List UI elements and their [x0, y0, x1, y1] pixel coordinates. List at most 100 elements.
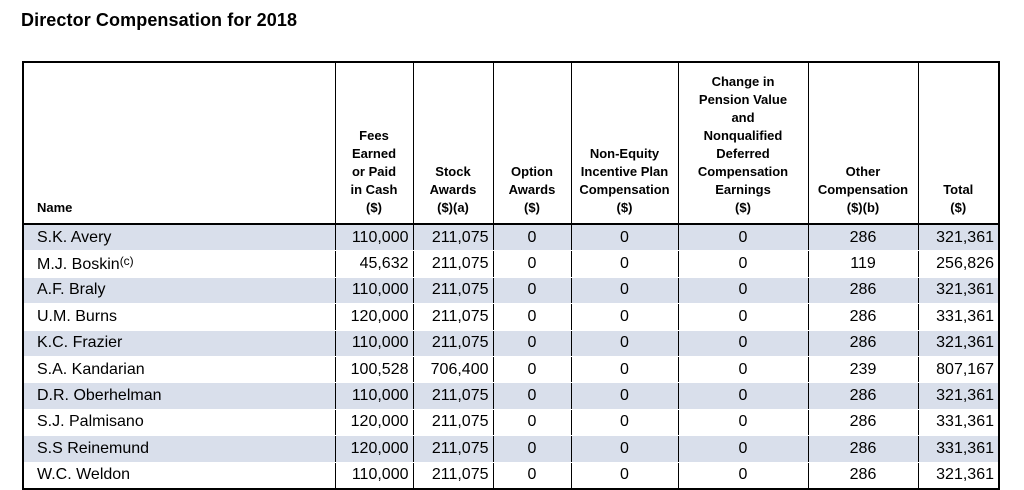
- cell-other-compensation: 286: [807, 224, 918, 252]
- cell-pension-change: 0: [677, 409, 808, 437]
- cell-name: S.K. Avery: [23, 224, 335, 252]
- table-row: S.K. Avery 110,000 211,075 0 0 0 286 321,361: [23, 224, 999, 252]
- cell-fees: 45,632: [334, 250, 413, 278]
- cell-option-awards: 0: [492, 250, 571, 278]
- cell-stock-awards: 211,075: [412, 277, 493, 305]
- cell-stock-awards: 211,075: [412, 409, 493, 437]
- table-row: D.R. Oberhelman 110,000 211,075 0 0 0 286 321,3…: [23, 382, 999, 410]
- director-name: K.C. Frazier: [37, 334, 123, 352]
- cell-total: 321,361: [917, 224, 999, 252]
- cell-stock-awards: 211,075: [412, 303, 493, 331]
- cell-other-compensation: 239: [807, 356, 918, 384]
- cell-other-compensation: 286: [807, 330, 918, 357]
- table-row: K.C. Frazier 110,000 211,075 0 0 0 286 321,361: [23, 330, 999, 357]
- table-row: S.A. Kandarian 100,528 706,400 0 0 0 239 807,16…: [23, 356, 999, 384]
- cell-non-equity: 0: [570, 382, 678, 410]
- table-row: W.C. Weldon 110,000 211,075 0 0 0 286 321,361: [23, 462, 999, 490]
- cell-pension-change: 0: [677, 250, 808, 278]
- cell-option-awards: 0: [492, 277, 571, 305]
- cell-non-equity: 0: [570, 409, 678, 437]
- table-row: A.F. Braly 110,000 211,075 0 0 0 286 321,361: [23, 277, 999, 305]
- cell-stock-awards: 211,075: [412, 382, 493, 410]
- cell-fees: 110,000: [334, 224, 413, 252]
- director-name: S.A. Kandarian: [37, 360, 145, 378]
- cell-non-equity: 0: [570, 330, 678, 357]
- cell-pension-change: 0: [677, 330, 808, 357]
- cell-option-awards: 0: [492, 435, 571, 463]
- header-non-equity: Non-Equity Incentive Plan Compensation (…: [570, 62, 678, 224]
- cell-name: U.M. Burns: [23, 303, 335, 331]
- cell-other-compensation: 286: [807, 409, 918, 437]
- cell-total: 331,361: [917, 409, 999, 437]
- cell-non-equity: 0: [570, 277, 678, 305]
- cell-total: 331,361: [917, 435, 999, 463]
- cell-name: W.C. Weldon: [23, 462, 335, 490]
- cell-fees: 110,000: [334, 277, 413, 305]
- cell-name: S.S Reinemund: [23, 435, 335, 463]
- cell-option-awards: 0: [492, 224, 571, 252]
- cell-fees: 100,528: [334, 356, 413, 384]
- header-other-compensation: Other Compensation ($)(b): [807, 62, 918, 224]
- header-stock-awards: Stock Awards ($)(a): [412, 62, 493, 224]
- cell-stock-awards: 211,075: [412, 250, 493, 278]
- cell-total: 321,361: [917, 277, 999, 305]
- cell-non-equity: 0: [570, 303, 678, 331]
- cell-option-awards: 0: [492, 330, 571, 357]
- header-option-awards: Option Awards ($): [492, 62, 571, 224]
- cell-non-equity: 0: [570, 250, 678, 278]
- director-name: D.R. Oberhelman: [37, 387, 162, 405]
- cell-pension-change: 0: [677, 277, 808, 305]
- cell-non-equity: 0: [570, 356, 678, 384]
- director-name: S.J. Palmisano: [37, 413, 144, 431]
- footnote-marker: (c): [119, 254, 134, 269]
- cell-option-awards: 0: [492, 382, 571, 410]
- cell-other-compensation: 286: [807, 303, 918, 331]
- cell-total: 331,361: [917, 303, 999, 331]
- cell-name: S.A. Kandarian: [23, 356, 335, 384]
- cell-name: D.R. Oberhelman: [23, 382, 335, 410]
- cell-option-awards: 0: [492, 462, 571, 490]
- cell-pension-change: 0: [677, 382, 808, 410]
- header-fees: Fees Earned or Paid in Cash ($): [334, 62, 413, 224]
- cell-fees: 120,000: [334, 409, 413, 437]
- cell-non-equity: 0: [570, 435, 678, 463]
- director-name: M.J. Boskin: [37, 256, 120, 274]
- cell-non-equity: 0: [570, 462, 678, 490]
- cell-stock-awards: 211,075: [412, 330, 493, 357]
- cell-fees: 110,000: [334, 382, 413, 410]
- cell-option-awards: 0: [492, 409, 571, 437]
- cell-other-compensation: 286: [807, 277, 918, 305]
- cell-pension-change: 0: [677, 435, 808, 463]
- cell-name: K.C. Frazier: [23, 330, 335, 357]
- header-name: Name: [37, 200, 73, 215]
- director-name: S.S Reinemund: [37, 439, 150, 457]
- cell-total: 321,361: [917, 382, 999, 410]
- cell-fees: 120,000: [334, 435, 413, 463]
- cell-name: A.F. Braly: [23, 277, 335, 305]
- director-name: S.K. Avery: [37, 228, 112, 246]
- cell-non-equity: 0: [570, 224, 678, 252]
- director-name: U.M. Burns: [37, 307, 118, 325]
- cell-name: M.J. Boskin(c): [23, 250, 335, 278]
- director-name: W.C. Weldon: [37, 466, 131, 484]
- cell-other-compensation: 286: [807, 462, 918, 490]
- cell-other-compensation: 286: [807, 382, 918, 410]
- director-name: A.F. Braly: [37, 281, 106, 299]
- cell-total: 256,826: [917, 250, 999, 278]
- cell-pension-change: 0: [677, 224, 808, 252]
- cell-pension-change: 0: [677, 303, 808, 331]
- header-pension-change: Change in Pension Value and Nonqualified…: [677, 62, 808, 224]
- cell-fees: 110,000: [334, 462, 413, 490]
- table-row: S.S Reinemund 120,000 211,075 0 0 0 286 331,361: [23, 435, 999, 463]
- cell-total: 807,167: [917, 356, 999, 384]
- cell-stock-awards: 211,075: [412, 435, 493, 463]
- table-row: U.M. Burns 120,000 211,075 0 0 0 286 331,361: [23, 303, 999, 331]
- cell-pension-change: 0: [677, 462, 808, 490]
- table-body: S.K. Avery 110,000 211,075 0 0 0 286 321,361 M.J…: [23, 224, 999, 490]
- table-row: M.J. Boskin(c) 45,632 211,075 0 0 0 119 256,826: [23, 250, 999, 278]
- cell-option-awards: 0: [492, 356, 571, 384]
- cell-stock-awards: 211,075: [412, 462, 493, 490]
- cell-fees: 120,000: [334, 303, 413, 331]
- cell-option-awards: 0: [492, 303, 571, 331]
- cell-name: S.J. Palmisano: [23, 409, 335, 437]
